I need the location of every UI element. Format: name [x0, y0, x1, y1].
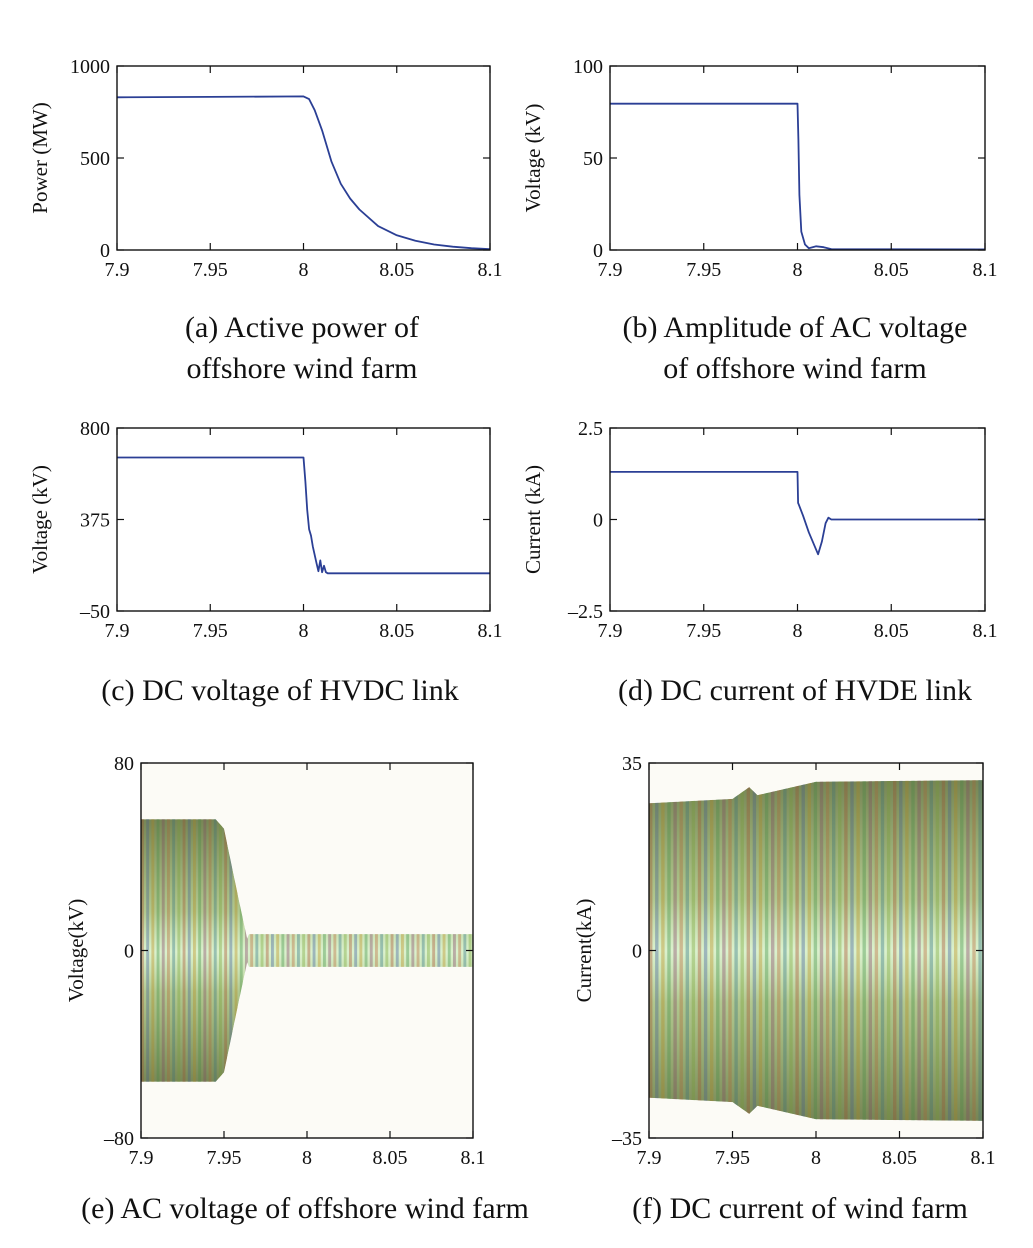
x-tick-label: 7.95 [686, 259, 721, 281]
x-tick-label: 7.95 [193, 259, 228, 281]
caption-line: (d) DC current of HVDE link [617, 674, 973, 707]
x-tick-label: 7.9 [129, 1147, 154, 1169]
x-tick-label: 7.9 [598, 620, 623, 642]
caption-line: (a) Active power of [184, 311, 420, 344]
x-tick-label: 8 [299, 620, 309, 642]
caption-e: (e) AC voltage of offshore wind farm [55, 1188, 555, 1229]
chart-e: 7.9 7.95 8 8.05 8.1 –80 0 80 Voltage(kV) [64, 753, 486, 1169]
y-axis-label: Voltage (kV) [521, 104, 545, 213]
chart-a: 7.9 7.95 8 8.05 8.1 0 500 1000 Power (MW) [28, 56, 503, 281]
x-tick-label: 7.95 [686, 620, 721, 642]
x-tick-label: 8.1 [478, 620, 503, 642]
x-tick-label: 8.1 [973, 259, 998, 281]
x-tick-label: 8 [793, 259, 803, 281]
caption-f: (f) DC current of wind farm [585, 1188, 1015, 1229]
chart-f: 7.9 7.95 8 8.05 8.1 –35 0 35 Current(kA) [572, 753, 996, 1169]
series-envelope-overlay [141, 819, 473, 1082]
series-line [610, 102, 986, 251]
x-tick-label: 7.95 [193, 620, 228, 642]
series-band [649, 780, 983, 1121]
y-axis-label: Power (MW) [28, 102, 52, 213]
y-axis-label: Current(kA) [572, 899, 596, 1003]
y-tick-label: 100 [573, 56, 603, 78]
x-tick-label: 7.9 [637, 1147, 662, 1169]
y-tick-label: 50 [583, 148, 603, 170]
x-tick-label: 8.05 [379, 620, 414, 642]
series-band [141, 819, 473, 1082]
y-tick-label: –80 [103, 1128, 134, 1150]
y-tick-label: 800 [80, 418, 110, 440]
series-envelope-overlay [649, 780, 983, 1121]
chart-c: 7.9 7.95 8 8.05 8.1 –50 375 800 Voltage (kV) [28, 418, 503, 642]
y-tick-label: 0 [100, 240, 110, 262]
y-tick-label: –2.5 [567, 601, 603, 623]
axes-frame [116, 427, 491, 612]
x-tick-label: 7.95 [207, 1147, 242, 1169]
x-tick-label: 8 [811, 1147, 821, 1169]
x-tick-label: 7.9 [105, 259, 130, 281]
caption-line: (b) Amplitude of AC voltage [622, 311, 968, 344]
y-tick-label: 0 [124, 941, 134, 963]
y-tick-label: 35 [622, 753, 642, 775]
x-tick-label: 8.05 [874, 620, 909, 642]
caption-line: (e) AC voltage of offshore wind farm [81, 1192, 529, 1225]
x-tick-label: 8.05 [882, 1147, 917, 1169]
axes-frame [116, 65, 491, 251]
x-tick-label: 7.9 [105, 620, 130, 642]
x-tick-label: 8.1 [478, 259, 503, 281]
y-tick-label: –50 [79, 601, 110, 623]
y-axis-label: Current (kA) [521, 465, 545, 574]
x-tick-label: 7.9 [598, 259, 623, 281]
y-tick-label: 1000 [70, 56, 110, 78]
x-tick-label: 8.1 [461, 1147, 486, 1169]
x-tick-label: 7.95 [715, 1147, 750, 1169]
x-tick-label: 8.05 [379, 259, 414, 281]
y-tick-label: –35 [611, 1128, 642, 1150]
series-line [116, 95, 491, 250]
caption-line: offshore wind farm [186, 352, 418, 385]
y-tick-label: 500 [80, 148, 110, 170]
caption-line: (f) DC current of wind farm [632, 1192, 968, 1225]
x-tick-label: 8 [302, 1147, 312, 1169]
x-tick-label: 8.1 [971, 1147, 996, 1169]
chart-b: 7.9 7.95 8 8.05 8.1 0 50 100 Voltage (kV) [521, 56, 998, 281]
caption-a: (a) Active power of offshore wind farm [117, 307, 487, 389]
x-tick-label: 8 [299, 259, 309, 281]
series-line [610, 470, 985, 556]
series-line [117, 456, 490, 575]
y-axis-label: Voltage (kV) [28, 465, 52, 574]
y-tick-label: 0 [632, 941, 642, 963]
y-tick-label: 0 [593, 240, 603, 262]
y-tick-label: 2.5 [578, 418, 603, 440]
caption-c: (c) DC voltage of HVDC link [60, 670, 500, 711]
chart-d: 7.9 7.95 8 8.05 8.1 –2.5 0 2.5 Current (kA) [521, 418, 998, 642]
y-tick-label: 80 [114, 753, 134, 775]
caption-d: (d) DC current of HVDE link [580, 670, 1010, 711]
caption-line: of offshore wind farm [663, 352, 927, 385]
caption-line: (c) DC voltage of HVDC link [101, 674, 459, 707]
x-tick-label: 8.1 [973, 620, 998, 642]
x-tick-label: 8.05 [874, 259, 909, 281]
x-tick-label: 8.05 [373, 1147, 408, 1169]
y-tick-label: 375 [80, 510, 110, 532]
y-axis-label: Voltage(kV) [64, 899, 88, 1002]
caption-b: (b) Amplitude of AC voltage of offshore … [595, 307, 995, 389]
y-tick-label: 0 [593, 510, 603, 532]
x-tick-label: 8 [793, 620, 803, 642]
axes-frame [609, 65, 986, 251]
